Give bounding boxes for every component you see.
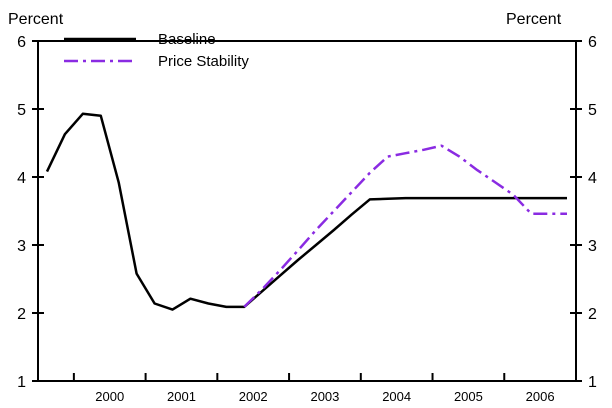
legend-label: Baseline	[158, 31, 216, 48]
y-tick-label-right: 2	[588, 306, 597, 323]
y-tick-label-right: 3	[588, 238, 597, 255]
y-tick-label-left: 6	[17, 34, 26, 51]
legend: Baseline Price Stability	[64, 31, 249, 70]
x-tick-label: 2002	[239, 389, 268, 404]
axis-ticks: 1 1 2 2 3 3 4 4 5 5 6 6 2000 2001 2002 2003 2004 2005 2006	[17, 34, 597, 404]
y-tick-label-left: 4	[17, 170, 26, 187]
series-lines	[45, 112, 567, 311]
left-axis-label: Percent	[8, 11, 64, 28]
x-tick-label: 2005	[454, 389, 483, 404]
series-line-baseline	[45, 112, 567, 311]
x-tick-label: 2000	[95, 389, 124, 404]
x-tick-label: 2006	[526, 389, 555, 404]
x-tick-label: 2003	[310, 389, 339, 404]
y-tick-label-left: 1	[17, 374, 26, 391]
y-tick-label-right: 4	[588, 170, 597, 187]
series-line-price-stability	[243, 144, 567, 308]
plot-frame	[37, 40, 577, 382]
x-tick-label: 2004	[382, 389, 411, 404]
y-tick-label-left: 3	[17, 238, 26, 255]
right-axis-label: Percent	[506, 11, 562, 28]
x-tick-label: 2001	[167, 389, 196, 404]
legend-label: Price Stability	[158, 53, 249, 70]
y-tick-label-right: 1	[588, 374, 597, 391]
y-tick-label-right: 6	[588, 34, 597, 51]
y-tick-label-left: 5	[17, 102, 26, 119]
y-tick-label-right: 5	[588, 102, 597, 119]
y-tick-label-left: 2	[17, 306, 26, 323]
